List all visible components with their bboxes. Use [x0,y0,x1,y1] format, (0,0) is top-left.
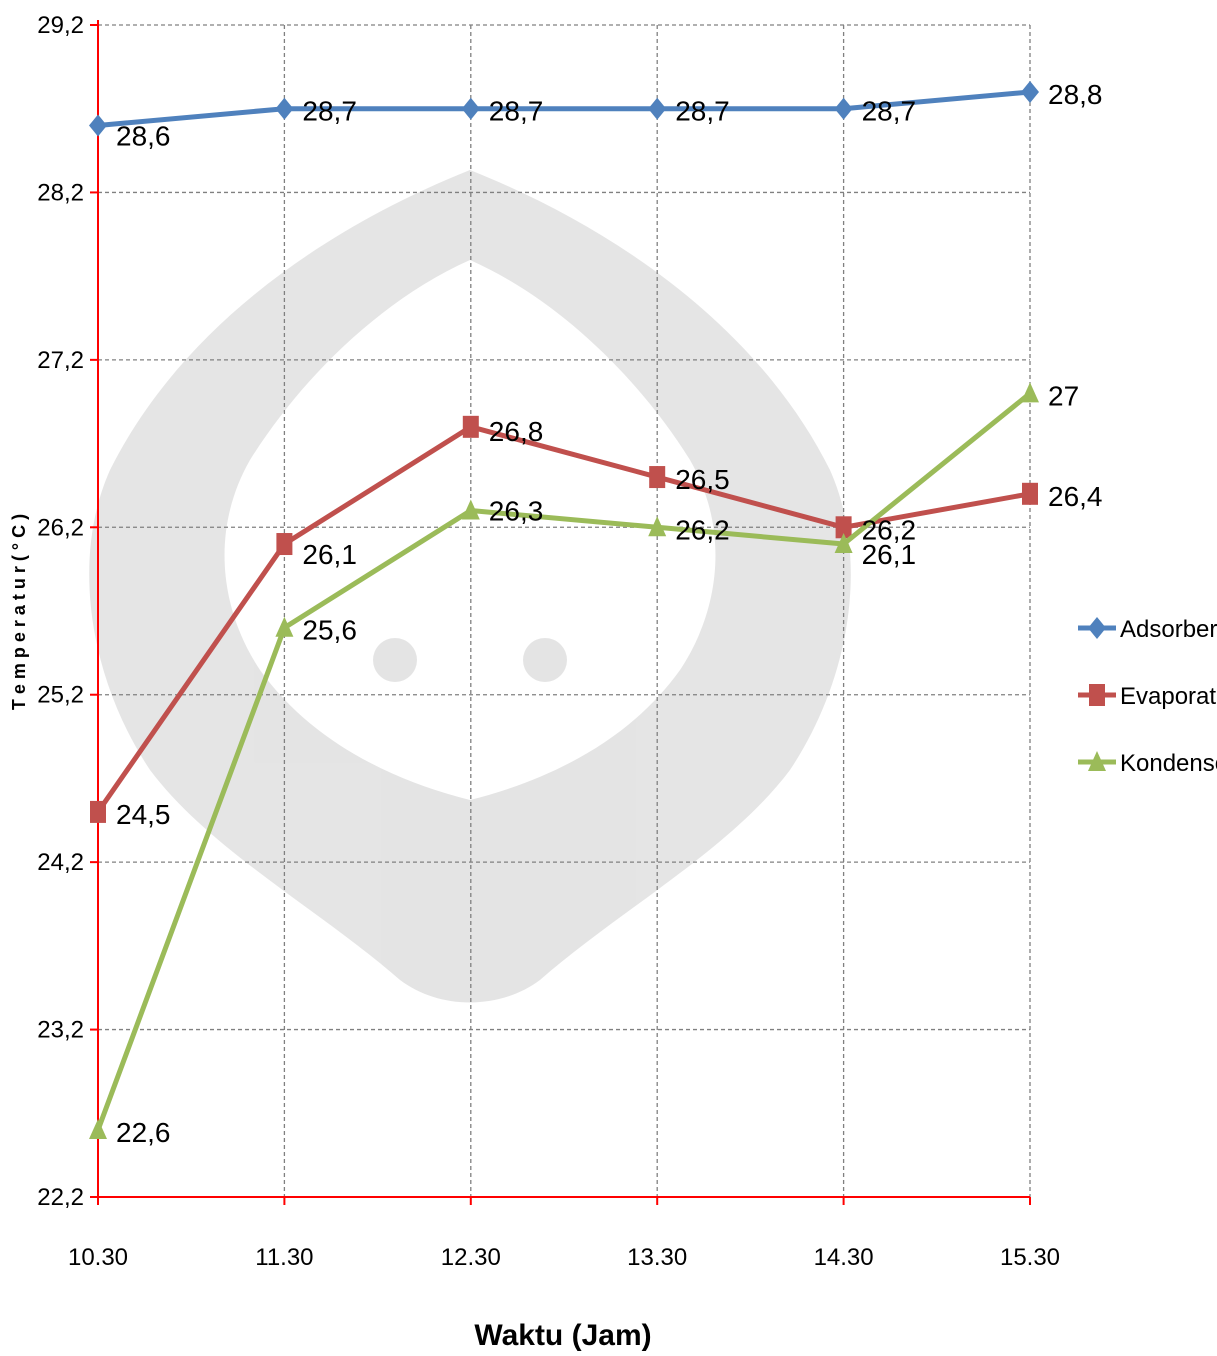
data-label-evaporator: 26,5 [675,464,730,495]
data-point-evaporator [835,516,852,539]
data-point-adsorber [275,97,294,120]
data-label-evaporator: 26,1 [302,539,357,570]
y-axis-ticks: 22,2 23,2 24,2 25,2 26,2 27,2 28,2 29,2 [37,12,98,1211]
series-group [89,80,1039,1140]
data-label-adsorber: 28,7 [675,96,730,127]
gridlines [98,24,1031,1197]
data-point-kondensor [461,499,480,520]
data-point-adsorber [834,97,853,120]
y-tick-label: 23,2 [37,1017,84,1044]
data-point-kondensor [89,1119,107,1140]
data-point-kondensor [834,533,853,554]
x-tick-label: 10.30 [68,1244,128,1271]
y-tick-label: 24,2 [37,849,84,876]
y-tick-label: 26,2 [37,514,84,541]
legend-marker-adsorber [1088,617,1106,639]
data-label-kondensor: 26,3 [489,496,544,527]
data-point-evaporator [1022,482,1038,505]
data-label-evaporator: 26,4 [1048,481,1103,512]
watermark-logo [89,170,851,1003]
legend-marker-evaporator [1089,684,1105,706]
legend-label: Evaporator [1120,683,1217,710]
data-label-adsorber: 28,8 [1048,79,1103,110]
data-label-adsorber: 28,7 [302,96,357,127]
data-label-evaporator: 26,8 [489,416,544,447]
legend-item-kondensor: Kondensor [1078,750,1217,777]
series-line-kondensor [95,391,1032,1131]
legend-item-evaporator: Evaporator [1078,683,1217,710]
y-tick-label: 29,2 [37,12,84,39]
data-label-adsorber: 28,7 [862,96,917,127]
data-point-kondensor [275,616,294,637]
data-point-evaporator [462,415,479,438]
x-tick-label: 14.30 [814,1244,874,1271]
series-line-adsorber [97,89,1031,128]
data-label-kondensor: 27 [1048,380,1079,411]
legend-item-adsorber: Adsorber [1078,616,1217,643]
x-axis-ticks: 10.30 11.30 12.30 13.30 14.30 15.30 [68,1197,1060,1271]
data-point-adsorber [1021,80,1039,103]
data-label-kondensor: 26,1 [862,539,917,570]
data-label-evaporator: 26,2 [862,514,917,545]
data-point-evaporator [649,466,666,489]
data-label-evaporator: 24,5 [116,799,171,830]
data-point-evaporator [90,800,106,823]
data-label-kondensor: 25,6 [302,615,357,646]
data-point-adsorber [461,97,480,120]
y-axis-title: T e m p e r a t u r ( ° C ) [9,514,29,710]
data-label-adsorber: 28,7 [489,96,544,127]
legend: Adsorber Evaporator Kondensor [1078,616,1217,777]
data-point-adsorber [89,114,107,137]
data-labels: 28,6 28,7 28,7 28,7 28,7 28,8 24,5 26,1 26,8 26,5… [116,79,1103,1148]
data-point-kondensor [1021,382,1039,403]
legend-marker-kondensor [1088,751,1106,771]
axes [97,20,1030,1198]
x-tick-label: 13.30 [627,1244,687,1271]
x-tick-label: 12.30 [441,1244,501,1271]
x-tick-label: 15.30 [1000,1244,1060,1271]
y-tick-label: 28,2 [37,179,84,206]
data-point-evaporator [276,533,293,556]
legend-label: Adsorber [1120,616,1217,643]
data-label-adsorber: 28,6 [116,120,171,151]
data-label-kondensor: 22,6 [116,1117,171,1148]
y-tick-label: 25,2 [37,682,84,709]
x-tick-label: 11.30 [255,1244,313,1271]
legend-label: Kondensor [1120,750,1217,777]
y-tick-label: 27,2 [37,347,84,374]
data-point-kondensor [648,516,667,537]
data-label-kondensor: 26,2 [675,514,730,545]
y-tick-label: 22,2 [37,1184,84,1211]
data-point-adsorber [648,97,667,120]
x-axis-title: Waktu (Jam) [474,1319,651,1352]
